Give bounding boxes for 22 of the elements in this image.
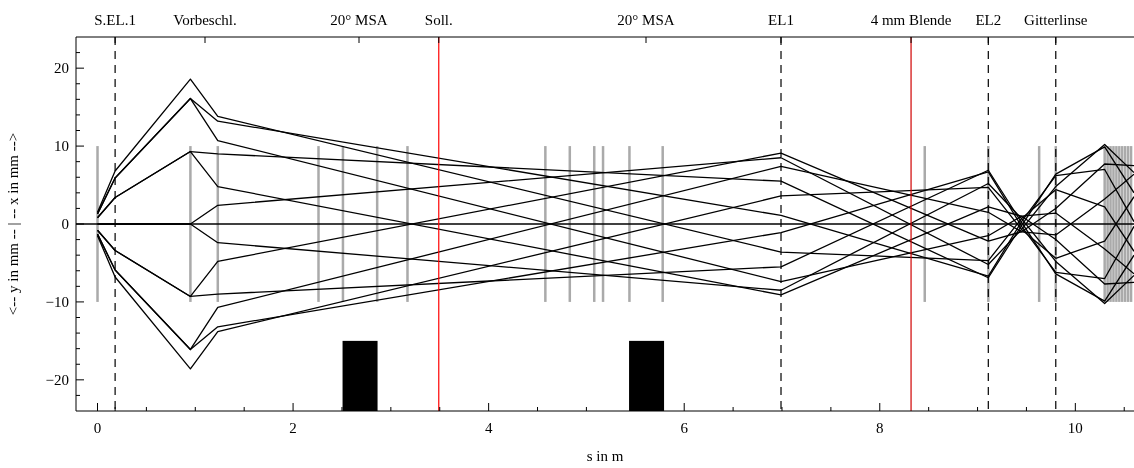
y-axis-title: <-- y in mm -- | -- x in mm --> [5, 132, 21, 316]
ref-line-label: Soll. [424, 12, 453, 28]
ref-line-label: S.EL.1 [94, 12, 136, 28]
ref-line-label: EL2 [975, 12, 1002, 28]
x-tick-label: 6 [680, 420, 689, 436]
y-tick-label: 20 [54, 60, 69, 77]
y-tick-label: −10 [45, 293, 69, 310]
x-tick-label: 10 [1067, 420, 1083, 436]
ref-line-label: Gitterlinse [1024, 12, 1088, 28]
y-tick-label: 10 [54, 138, 69, 155]
y-tick-label: −20 [45, 371, 69, 388]
y-tick-label: 0 [61, 216, 69, 232]
x-tick-label: 8 [876, 420, 884, 436]
x-axis-title: s in m [586, 448, 624, 464]
text: Vorbeschl. [173, 12, 237, 28]
x-tick-label: 0 [93, 420, 102, 436]
text: 20° MSA [617, 12, 675, 28]
ref-line-label: EL1 [768, 12, 794, 28]
text: 20° MSA [330, 12, 388, 28]
ref-line-label: 4 mm Blende [870, 12, 952, 28]
x-tick-label: 4 [484, 420, 493, 436]
x-tick-label: 2 [289, 420, 297, 436]
